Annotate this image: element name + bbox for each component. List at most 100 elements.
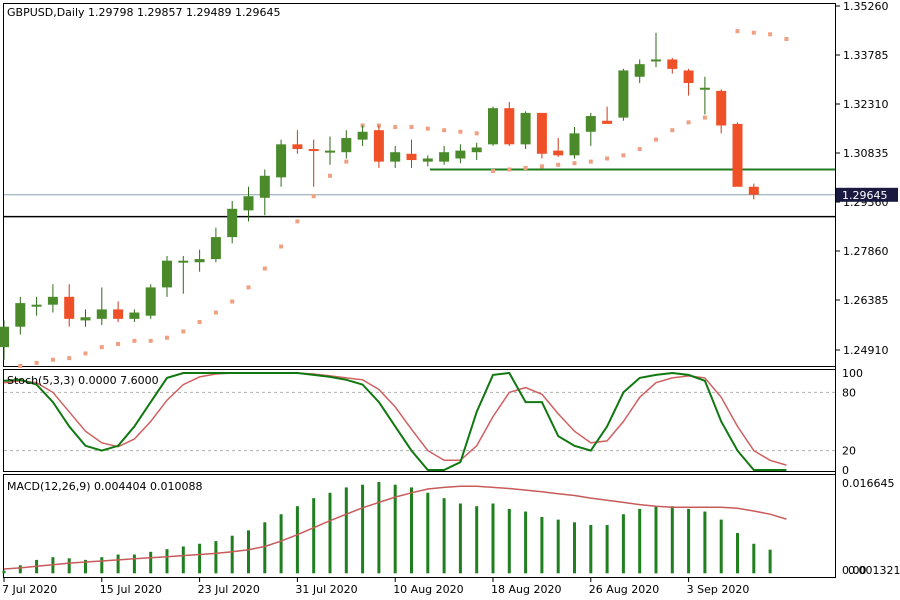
macd-histogram-bar [491, 503, 495, 574]
sar-dot [442, 128, 447, 133]
bull-candle [227, 208, 238, 238]
price-tick-label: 1.33785 [843, 49, 889, 62]
bull-candle [210, 237, 221, 260]
sar-dot [83, 351, 88, 356]
bull-candle [439, 152, 450, 162]
time-tick-label: 23 Jul 2020 [198, 583, 260, 596]
sar-dot [686, 120, 691, 125]
sar-dot [588, 159, 593, 164]
price-panel-frame [3, 3, 836, 367]
macd-signal-line [3, 485, 787, 570]
bear-candle [602, 120, 613, 124]
stochastic-tick-label: 0 [842, 464, 849, 477]
time-tick-label: 10 Aug 2020 [393, 583, 463, 596]
stochastic-tick-label: 100 [842, 367, 863, 380]
bear-candle [406, 153, 417, 161]
macd-histogram-bar [198, 543, 202, 574]
sar-dot [393, 125, 398, 130]
sar-dot [507, 167, 512, 172]
macd-histogram-bar [165, 549, 169, 574]
sar-dot [409, 125, 414, 130]
bull-candle [585, 116, 596, 132]
macd-histogram-bar [247, 530, 250, 574]
bull-candle [276, 144, 287, 178]
bull-candle [259, 175, 270, 198]
sar-dot [18, 364, 23, 368]
macd-histogram-bar [458, 503, 462, 574]
symbol-label: GBPUSD,Daily 1.29798 1.29857 1.29489 1.2… [7, 6, 281, 19]
price-tick-label: 1.26385 [843, 294, 889, 307]
sar-dot [751, 30, 756, 35]
bear-candle [504, 108, 515, 145]
bear-candle [683, 70, 694, 84]
macd-tick-label: 0.00 [842, 564, 867, 577]
macd-histogram-bar [181, 546, 185, 574]
macd-histogram-bar [84, 559, 87, 574]
sar-dot [556, 162, 561, 167]
bear-candle [292, 144, 303, 150]
macd-histogram-bar [230, 535, 234, 574]
macd-histogram-bar [312, 498, 316, 574]
macd-histogram-bar [638, 508, 642, 574]
macd-histogram-bar [736, 533, 739, 574]
time-tick-label: 15 Jul 2020 [100, 583, 162, 596]
macd-histogram-bar [393, 484, 397, 574]
bull-candle [129, 312, 140, 319]
bear-candle [536, 112, 547, 154]
sar-dot [458, 129, 463, 134]
macd-histogram-bar [377, 482, 381, 574]
macd-histogram-bar [540, 516, 544, 574]
bear-candle [373, 130, 384, 162]
sar-dot [539, 164, 544, 169]
bull-candle [178, 260, 189, 263]
macd-histogram-bar [573, 522, 576, 574]
macd-histogram-bar [475, 506, 479, 574]
bull-candle [341, 138, 352, 153]
bull-candle [634, 64, 645, 77]
sar-dot [279, 244, 284, 249]
bear-candle [667, 59, 678, 69]
macd-tick-label: 0.001321 [848, 564, 900, 577]
sar-dot [328, 173, 332, 178]
current-price-tag [836, 187, 898, 202]
macd-histogram-bar [703, 511, 707, 574]
stochastic-tick-label: 20 [842, 445, 856, 458]
time-tick-label: 3 Sep 2020 [687, 583, 750, 596]
bull-candle [0, 326, 9, 348]
bull-candle [80, 317, 91, 321]
time-tick-label: 31 Jul 2020 [295, 583, 357, 596]
time-tick-label: 18 Aug 2020 [491, 583, 561, 596]
bull-candle [15, 303, 26, 327]
macd-histogram-bar [2, 570, 6, 574]
sar-dot [67, 356, 72, 361]
bull-candle [47, 296, 58, 305]
bull-candle [569, 133, 580, 156]
macd-histogram-bar [344, 487, 348, 574]
sar-dot [295, 219, 300, 224]
bear-candle [113, 309, 124, 319]
macd-histogram-bar [132, 554, 136, 574]
macd-histogram-bar [100, 557, 104, 574]
bear-candle [748, 186, 759, 195]
macd-histogram-bar [654, 506, 658, 574]
price-tick-label: 1.30835 [843, 147, 889, 160]
sar-dot [132, 338, 137, 343]
sar-dot [99, 345, 104, 350]
bull-candle [243, 196, 254, 211]
bull-candle [471, 147, 482, 153]
bull-candle [390, 152, 401, 162]
bear-candle [64, 296, 75, 319]
macd-histogram-bar [263, 522, 267, 574]
bull-candle [651, 59, 661, 62]
sar-dot [523, 165, 528, 170]
macd-layer [2, 482, 787, 574]
macd-histogram-bar [589, 524, 593, 574]
sar-dot [784, 37, 789, 42]
sar-dot [735, 29, 740, 34]
bull-candle [357, 131, 368, 140]
macd-histogram-bar [621, 514, 625, 574]
price-layer [0, 29, 835, 368]
macd-histogram-bar [295, 506, 299, 574]
bear-candle [553, 150, 564, 156]
